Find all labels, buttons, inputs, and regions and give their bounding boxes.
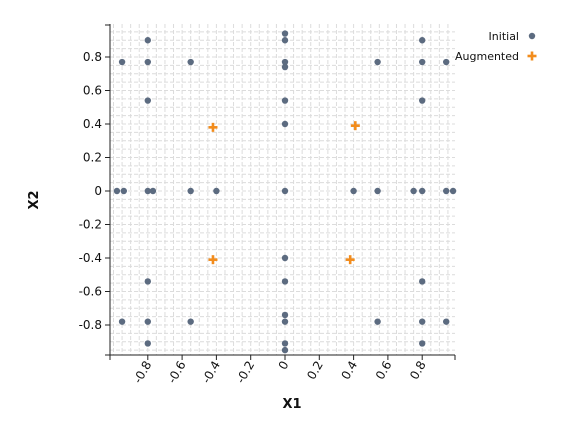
y-tick-label: 0 (94, 184, 102, 198)
initial-point (281, 120, 289, 128)
initial-point (144, 187, 151, 195)
initial-point (187, 318, 194, 325)
initial-point (120, 187, 127, 195)
initial-point (144, 278, 151, 285)
initial-point (374, 58, 381, 66)
initial-point (350, 187, 357, 195)
initial-point (419, 58, 426, 66)
initial-point (281, 311, 289, 319)
initial-point (187, 187, 194, 195)
initial-point (419, 318, 426, 325)
initial-point (449, 187, 457, 195)
augmented-point (208, 122, 218, 132)
y-tick-label: -0.6 (79, 285, 102, 299)
legend: Initial Augmented (455, 30, 537, 63)
legend-marker-initial (528, 32, 536, 40)
initial-point (281, 318, 289, 325)
y-tick-label: -0.2 (79, 218, 102, 232)
y-tick-label: -0.8 (79, 318, 102, 332)
axes (109, 24, 455, 356)
initial-point (419, 340, 426, 347)
initial-point (144, 58, 151, 66)
y-tick-label: 0.4 (83, 117, 102, 131)
initial-point (443, 58, 450, 66)
initial-point (281, 30, 289, 37)
x-tick-label: 0.2 (304, 359, 326, 383)
initial-point (281, 187, 289, 195)
initial-point (281, 346, 289, 354)
y-tick-label: -0.4 (79, 251, 102, 265)
augmented-point (350, 121, 360, 131)
y-tick-label: 0.2 (83, 151, 102, 165)
initial-point (410, 187, 417, 195)
initial-point (374, 318, 381, 325)
initial-point (113, 187, 121, 195)
legend-marker-augmented (527, 51, 537, 61)
initial-point (144, 318, 151, 325)
legend-label-initial: Initial (489, 30, 519, 43)
x-tick-label: -0.6 (165, 359, 189, 386)
initial-point (281, 63, 289, 71)
x-tick-label: 0 (276, 359, 292, 373)
y-tick-label: 0.6 (83, 84, 102, 98)
initial-point (281, 278, 289, 285)
x-tick-label: 0.8 (407, 359, 429, 383)
x-tick-label: -0.4 (199, 359, 223, 386)
x-axis-title: X1 (282, 397, 301, 412)
initial-point (213, 187, 220, 195)
x-tick-label: 0.4 (339, 359, 361, 383)
initial-point (118, 318, 126, 325)
initial-point (144, 37, 151, 44)
x-tick-label: -0.2 (233, 359, 257, 386)
x-axis-ticks: -0.8 -0.6 -0.4 -0.2 0 0.2 0.4 0.6 0.8 (109, 355, 456, 386)
initial-point (443, 318, 450, 325)
augmented-point (208, 255, 218, 265)
initial-point (374, 187, 381, 195)
legend-label-augmented: Augmented (455, 50, 519, 63)
initial-point (419, 37, 426, 44)
initial-point (281, 58, 289, 66)
grid (110, 24, 455, 355)
initial-point (281, 37, 289, 44)
initial-point (419, 97, 426, 104)
initial-point (149, 187, 157, 195)
initial-point (419, 187, 426, 195)
y-axis-ticks: -0.8 -0.6 -0.4 -0.2 0 0.2 0.4 0.6 0.8 (79, 24, 110, 356)
initial-point (281, 254, 289, 262)
data-points (113, 30, 457, 354)
initial-point (144, 97, 151, 104)
initial-point (281, 340, 289, 347)
initial-point (144, 340, 151, 347)
initial-point (187, 58, 194, 66)
x-tick-label: -0.8 (131, 359, 155, 386)
y-tick-label: 0.8 (83, 50, 102, 64)
initial-point (419, 278, 426, 285)
y-axis-title: X2 (27, 190, 42, 209)
x-tick-label: 0.6 (373, 359, 395, 383)
initial-point (281, 97, 289, 104)
initial-point (118, 58, 126, 66)
augmented-point (345, 255, 355, 265)
initial-point (443, 187, 450, 195)
